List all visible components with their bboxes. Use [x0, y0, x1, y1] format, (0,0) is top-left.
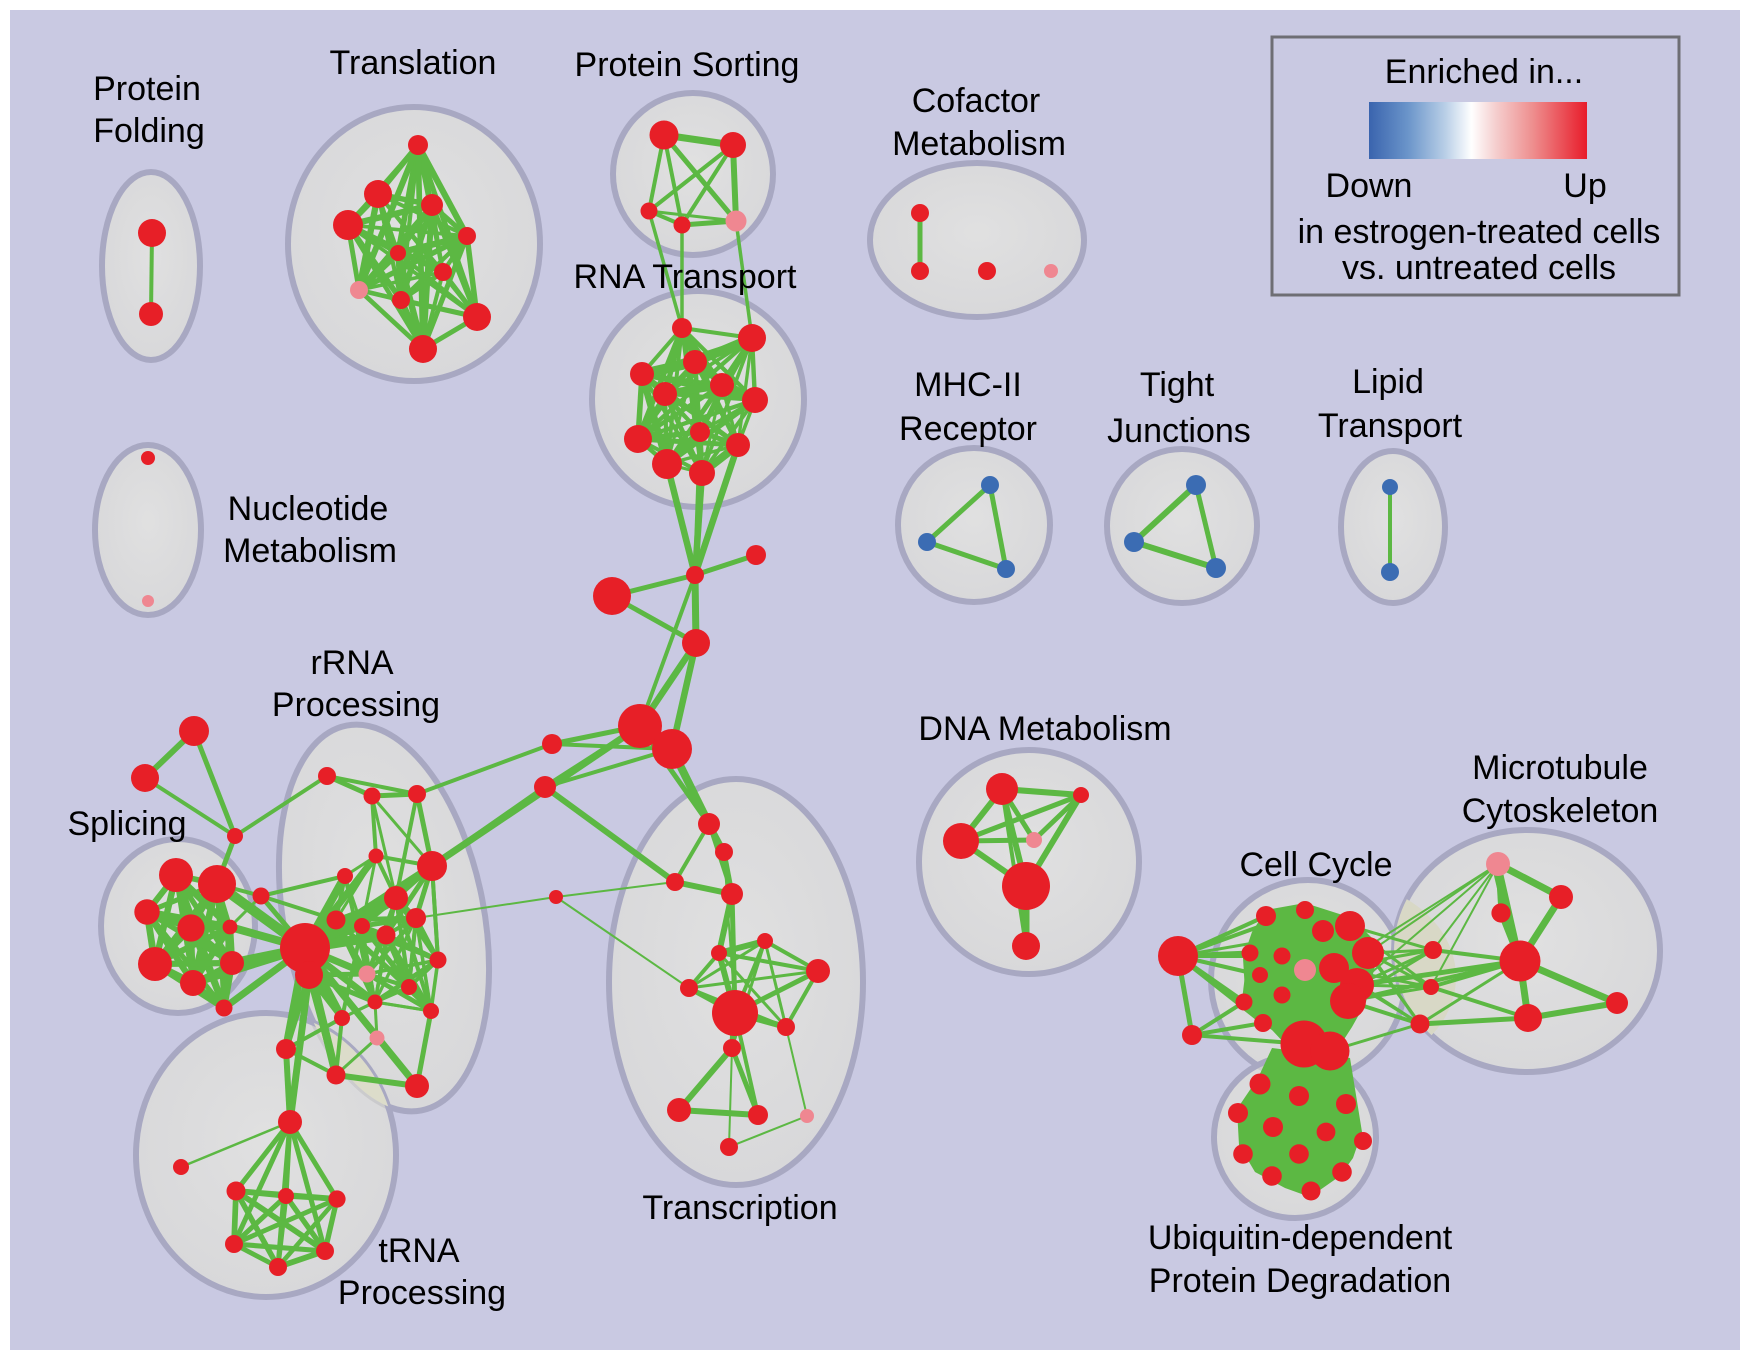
svg-text:tRNA: tRNA: [378, 1232, 460, 1270]
svg-text:Junctions: Junctions: [1107, 412, 1251, 450]
svg-text:Protein Sorting: Protein Sorting: [575, 46, 800, 84]
svg-text:Transport: Transport: [1318, 407, 1463, 445]
svg-text:vs. untreated cells: vs. untreated cells: [1342, 249, 1616, 287]
svg-text:rRNA: rRNA: [310, 644, 393, 682]
svg-text:Receptor: Receptor: [899, 410, 1037, 448]
svg-text:Nucleotide: Nucleotide: [228, 490, 389, 528]
svg-text:Metabolism: Metabolism: [223, 532, 397, 570]
svg-text:Processing: Processing: [272, 686, 440, 724]
svg-text:Cytoskeleton: Cytoskeleton: [1462, 792, 1659, 830]
svg-text:Cofactor: Cofactor: [912, 82, 1041, 120]
svg-text:Lipid: Lipid: [1352, 363, 1424, 401]
svg-text:Protein Degradation: Protein Degradation: [1149, 1262, 1451, 1300]
svg-text:Down: Down: [1326, 167, 1413, 205]
svg-text:Processing: Processing: [338, 1274, 506, 1312]
svg-text:Metabolism: Metabolism: [892, 125, 1066, 163]
svg-text:Microtubule: Microtubule: [1472, 749, 1648, 787]
svg-text:Transcription: Transcription: [642, 1189, 837, 1227]
svg-text:Cell Cycle: Cell Cycle: [1239, 846, 1392, 884]
svg-text:Folding: Folding: [93, 112, 205, 150]
svg-text:in estrogen-treated cells: in estrogen-treated cells: [1298, 213, 1661, 251]
svg-text:Ubiquitin-dependent: Ubiquitin-dependent: [1148, 1219, 1453, 1257]
svg-text:Up: Up: [1563, 167, 1606, 205]
svg-text:MHC-II: MHC-II: [914, 366, 1022, 404]
svg-text:Splicing: Splicing: [67, 805, 186, 843]
svg-text:Translation: Translation: [330, 44, 497, 82]
svg-text:DNA Metabolism: DNA Metabolism: [918, 710, 1171, 748]
svg-text:RNA Transport: RNA Transport: [574, 258, 798, 296]
svg-text:Protein: Protein: [93, 70, 201, 108]
svg-text:Tight: Tight: [1140, 366, 1215, 404]
svg-text:Enriched in...: Enriched in...: [1385, 53, 1583, 91]
